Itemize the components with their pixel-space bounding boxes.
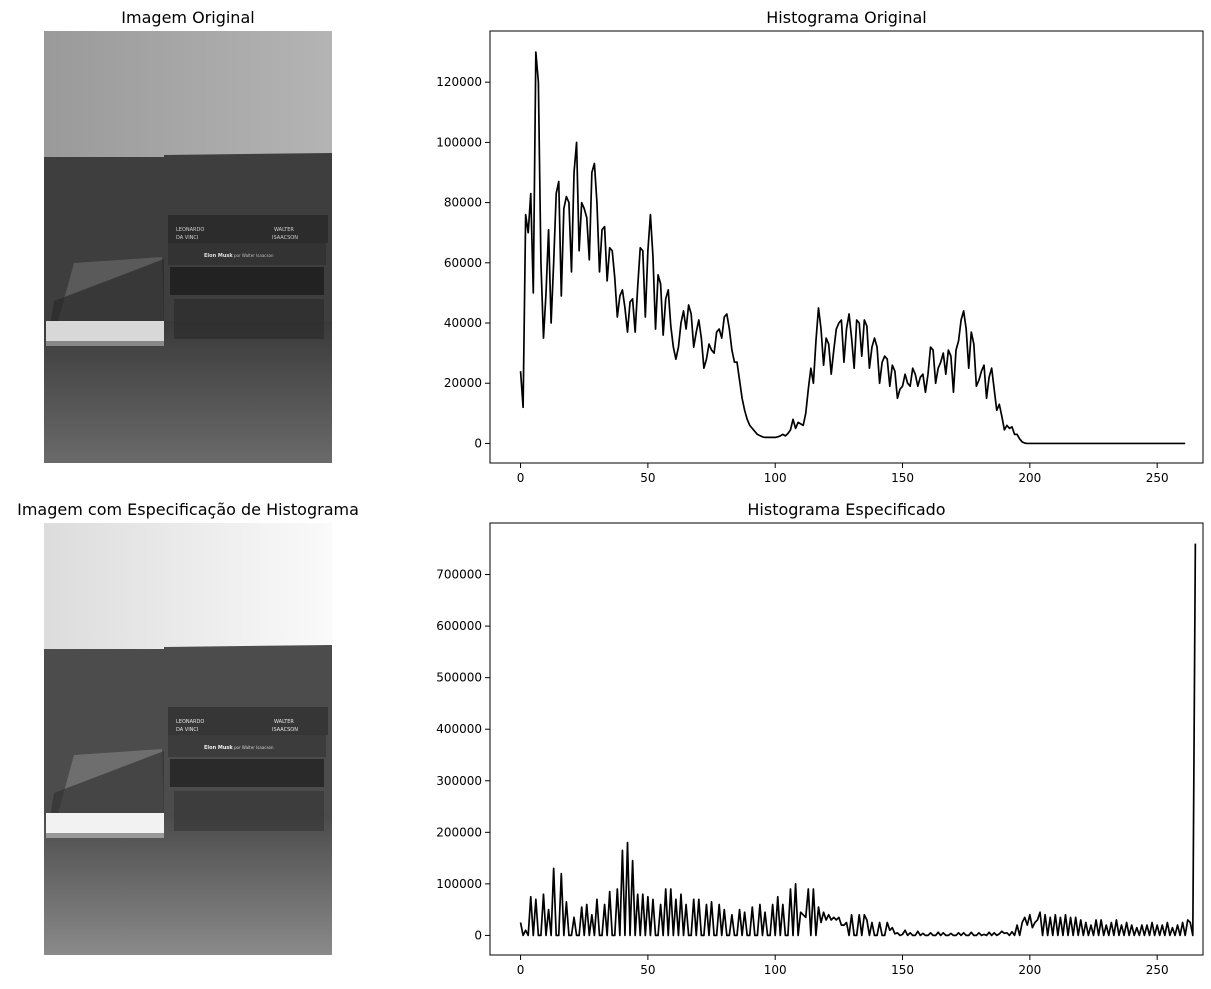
- book2-title-text: Elon Musk: [204, 253, 233, 259]
- orig-xtick-label: 0: [517, 471, 525, 485]
- spec-ytick-label: 200000: [436, 825, 482, 839]
- specified-histogram-title: Histograma Especificado: [747, 500, 946, 519]
- orig-ytick-label: 120000: [436, 75, 482, 89]
- spec-xtick-label: 100: [764, 963, 787, 977]
- spec-histogram-line: [519, 543, 1197, 937]
- orig-ytick-label: 40000: [444, 316, 482, 330]
- book1-sub-text: DA VINCI: [176, 235, 198, 241]
- book1-sub2-text-2: ISAACSON: [272, 727, 298, 733]
- spec-xtick-label: 200: [1018, 963, 1041, 977]
- specified-photo-graphic: LEONARDO DA VINCI WALTER ISAACSON Elon M…: [44, 523, 332, 955]
- spec-xtick-label: 150: [891, 963, 914, 977]
- book1-sub2-text: ISAACSON: [272, 235, 298, 241]
- orig-xtick-label: 100: [764, 471, 787, 485]
- book2-sub-text-2: por Walter Isaacson: [234, 745, 274, 750]
- spec-xtick-label: 0: [517, 963, 525, 977]
- spec-ytick-label: 600000: [436, 619, 482, 633]
- book2-sub-text: por Walter Isaacson: [234, 253, 274, 258]
- book1-author2-text-2: WALTER: [274, 719, 294, 725]
- original-image: LEONARDO DA VINCI WALTER ISAACSON Elon M…: [44, 31, 332, 463]
- orig-xtick-label: 150: [891, 471, 914, 485]
- orig-axes-frame: [489, 30, 1204, 464]
- book1-author-text-2: LEONARDO: [176, 719, 204, 725]
- orig-ytick-label: 60000: [444, 256, 482, 270]
- orig-ytick-label: 100000: [436, 135, 482, 149]
- orig-xtick-label: 250: [1146, 471, 1169, 485]
- orig-plot-area: 0 50 100 150 200 250 0 20000 40000 60000 80000 1000…: [436, 30, 1204, 485]
- book2-title-text-2: Elon Musk: [204, 745, 233, 751]
- spec-xtick-label: 250: [1146, 963, 1169, 977]
- orig-ytick-label: 0: [474, 436, 482, 450]
- specified-image-title: Imagem com Especificação de Histograma: [17, 500, 359, 519]
- orig-ytick-label: 20000: [444, 376, 482, 390]
- spec-ytick-label: 300000: [436, 774, 482, 788]
- spec-ytick-label: 0: [474, 928, 482, 942]
- spec-ytick-label: 500000: [436, 671, 482, 685]
- book1-author-text: LEONARDO: [176, 227, 204, 233]
- orig-ytick-label: 80000: [444, 196, 482, 210]
- book1-sub-text-2: DA VINCI: [176, 727, 198, 733]
- orig-histogram-line: [519, 51, 1186, 445]
- spec-ytick-label: 100000: [436, 877, 482, 891]
- specified-image: LEONARDO DA VINCI WALTER ISAACSON Elon M…: [44, 523, 332, 955]
- original-image-title: Imagem Original: [121, 8, 255, 27]
- original-histogram-title: Histograma Original: [766, 8, 927, 27]
- book1-author2-text: WALTER: [274, 227, 294, 233]
- spec-plot-area: 0 50 100 150 200 250 0 100000 200000 300000 400000…: [436, 522, 1204, 977]
- spec-ytick-label: 400000: [436, 722, 482, 736]
- spec-ytick-label: 700000: [436, 568, 482, 582]
- spec-axes-frame: [489, 522, 1204, 956]
- orig-xtick-label: 200: [1018, 471, 1041, 485]
- spec-xtick-label: 50: [640, 963, 655, 977]
- original-photo-graphic: LEONARDO DA VINCI WALTER ISAACSON Elon M…: [44, 31, 332, 463]
- orig-xtick-label: 50: [640, 471, 655, 485]
